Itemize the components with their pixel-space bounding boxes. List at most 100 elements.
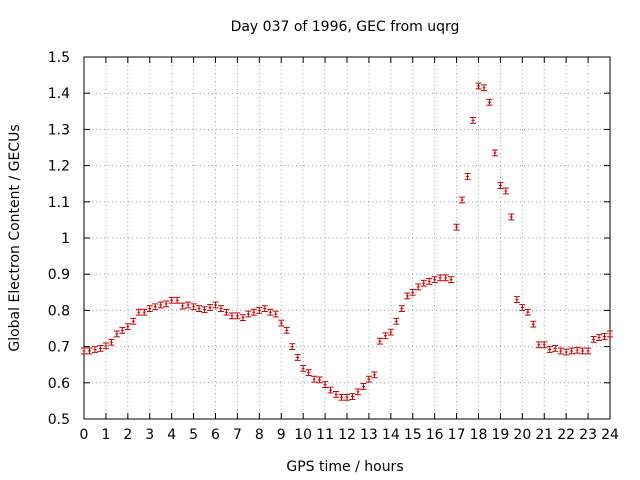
data-point: [546, 346, 553, 353]
data-point: [102, 342, 109, 350]
data-point: [228, 312, 235, 320]
x-tick-label: 19: [492, 427, 510, 443]
x-tick-labels: 0 1 2 3 4 5 6 7 8 9 10 11 12 13 14 15 16 17 18 19 20 21 22 23 24: [80, 427, 619, 443]
data-point: [305, 369, 312, 377]
data-point: [420, 279, 427, 287]
data-point: [502, 187, 509, 195]
data-point: [179, 302, 186, 310]
data-point: [311, 375, 318, 383]
data-point: [152, 303, 159, 311]
data-point: [568, 347, 575, 355]
x-tick-label: 20: [513, 427, 531, 443]
x-tick-label: 3: [145, 427, 154, 443]
data-point: [141, 308, 148, 316]
x-tick-label: 12: [338, 427, 356, 443]
data-point: [557, 347, 564, 355]
data-point: [579, 347, 586, 355]
x-tick-label: 2: [123, 427, 132, 443]
data-point: [508, 213, 515, 221]
x-tick-label: 14: [382, 427, 400, 443]
data-point: [239, 314, 246, 322]
x-tick-label: 0: [80, 427, 89, 443]
data-point: [130, 317, 137, 325]
x-tick-label: 22: [557, 427, 575, 443]
y-tick-label: 0.8: [48, 303, 70, 319]
data-point: [190, 303, 197, 311]
data-point: [398, 305, 405, 312]
data-point: [196, 305, 203, 312]
data-point: [453, 223, 460, 231]
data-point: [601, 333, 608, 340]
data-point: [448, 276, 455, 284]
x-tick-label: 9: [277, 427, 286, 443]
data-point: [552, 345, 559, 352]
x-tick-label: 17: [448, 427, 466, 443]
data-point: [124, 323, 131, 331]
x-tick-label: 7: [233, 427, 242, 443]
y-tick-label: 1.2: [48, 159, 70, 175]
data-point: [338, 393, 345, 401]
data-point: [91, 346, 98, 353]
data-point: [519, 304, 526, 311]
data-point: [300, 364, 307, 372]
data-point: [607, 330, 613, 338]
data-point: [382, 332, 389, 340]
grid: [84, 57, 610, 419]
data-point: [530, 320, 537, 328]
data-point: [157, 301, 164, 309]
y-tick-label: 0.6: [48, 376, 70, 392]
data-point: [415, 283, 422, 291]
data-point: [470, 116, 477, 124]
data-point: [585, 347, 592, 355]
x-tick-label: 10: [294, 427, 312, 443]
data-points: [81, 82, 613, 401]
data-point: [278, 319, 285, 327]
data-point: [409, 288, 416, 296]
x-tick-label: 6: [211, 427, 220, 443]
data-point: [113, 330, 120, 338]
data-point: [344, 393, 350, 401]
data-point: [212, 301, 219, 309]
data-point: [393, 317, 400, 325]
data-point: [376, 337, 383, 345]
data-point: [365, 375, 372, 383]
data-point: [267, 308, 274, 316]
data-point: [201, 306, 208, 314]
x-tick-label: 21: [535, 427, 553, 443]
data-point: [272, 310, 279, 318]
x-tick-label: 8: [255, 427, 264, 443]
x-tick-label: 4: [167, 427, 176, 443]
data-point: [217, 305, 224, 312]
data-point: [541, 341, 548, 349]
data-point: [316, 376, 323, 384]
data-point: [163, 300, 170, 308]
data-point: [185, 301, 192, 309]
y-tick-label: 0.5: [48, 412, 70, 428]
x-tick-label: 5: [189, 427, 198, 443]
y-axis-label: Global Electron Content / GECUs: [7, 124, 23, 351]
data-point: [354, 388, 361, 396]
data-point: [486, 98, 493, 106]
data-point: [322, 381, 329, 389]
data-point: [437, 274, 444, 282]
data-point: [404, 292, 411, 300]
data-point: [513, 296, 520, 303]
data-point: [256, 307, 263, 314]
data-point: [168, 296, 175, 304]
x-tick-label: 15: [404, 427, 422, 443]
data-point: [146, 305, 153, 312]
y-tick-labels: 0.5 0.6 0.7 0.8 0.9 1 1.1 1.2 1.3 1.4 1.5: [48, 50, 70, 428]
data-point: [596, 334, 603, 341]
data-point: [535, 341, 542, 349]
data-point: [333, 390, 340, 398]
axis-ticks: [83, 56, 611, 420]
data-point: [289, 343, 296, 350]
data-point: [108, 338, 115, 346]
y-tick-label: 1: [61, 231, 70, 247]
chart-title: Day 037 of 1996, GEC from uqrg: [231, 19, 460, 35]
data-point: [349, 393, 356, 400]
data-point: [491, 149, 498, 157]
x-tick-label: 18: [470, 427, 488, 443]
data-point: [459, 196, 466, 204]
